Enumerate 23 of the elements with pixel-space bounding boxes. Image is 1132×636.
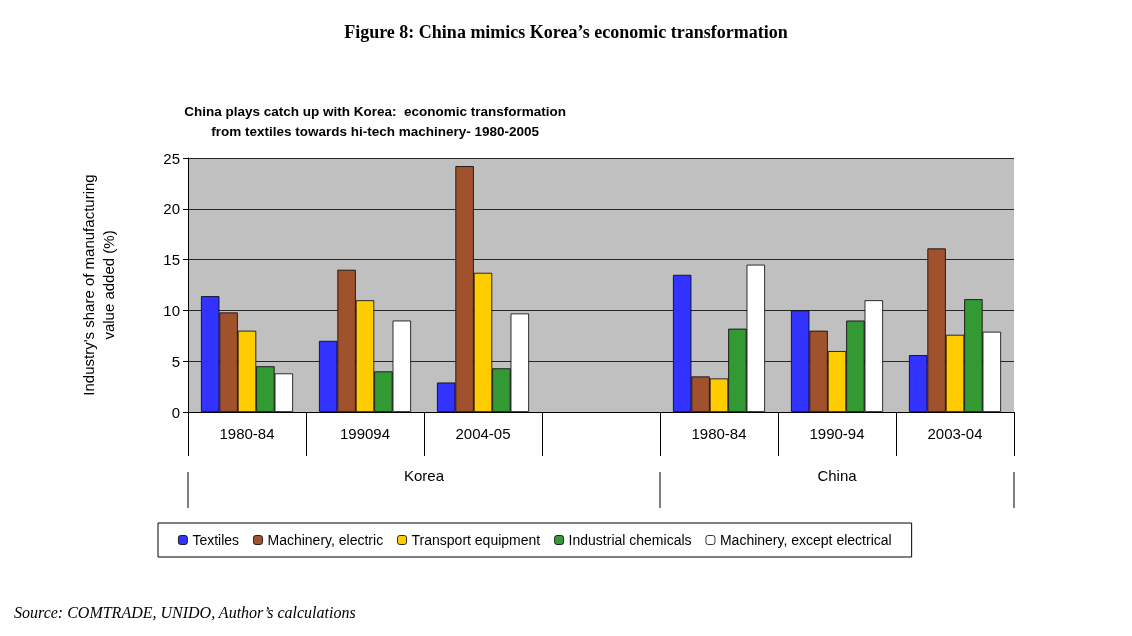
text: China bbox=[817, 467, 858, 484]
y-tick-label: 20 bbox=[163, 200, 180, 218]
y-tick-label: 0 bbox=[171, 403, 180, 421]
y-axis-title: Industry's share of manufacturing value added (%) bbox=[79, 174, 117, 396]
chart-title: Figure 8: China mimics Korea’s economic transformation bbox=[344, 22, 788, 42]
text: Korea bbox=[403, 467, 445, 484]
x-tick-label: 2004-05 bbox=[455, 425, 511, 442]
legend-label: Industrial chemicals bbox=[568, 532, 692, 548]
legend-label: Machinery, except electrical bbox=[719, 532, 892, 548]
x-tick-label: 199094 bbox=[339, 425, 391, 442]
legend-label: Transport equipment bbox=[411, 532, 541, 548]
source-note: Source: COMTRADE, UNIDO, Author’s calculations bbox=[14, 603, 356, 621]
y-tick-label: 25 bbox=[163, 149, 180, 167]
y-tick-label: 10 bbox=[163, 301, 180, 319]
y-tick-label: 15 bbox=[163, 251, 180, 269]
legend-label: Textiles bbox=[192, 532, 240, 548]
chart-subtitle: China plays catch up with Korea: economic transformation from textiles towards hi-tech machinery- 1980-2005 bbox=[184, 103, 567, 139]
x-tick-label: 2003-04 bbox=[927, 425, 983, 442]
x-tick-label: 1980-84 bbox=[691, 425, 747, 442]
y-tick-label: 5 bbox=[171, 352, 180, 370]
legend-label: Machinery, electric bbox=[267, 532, 384, 548]
x-tick-label: 1980-84 bbox=[219, 425, 275, 442]
x-tick-label: 1990-94 bbox=[809, 425, 865, 442]
